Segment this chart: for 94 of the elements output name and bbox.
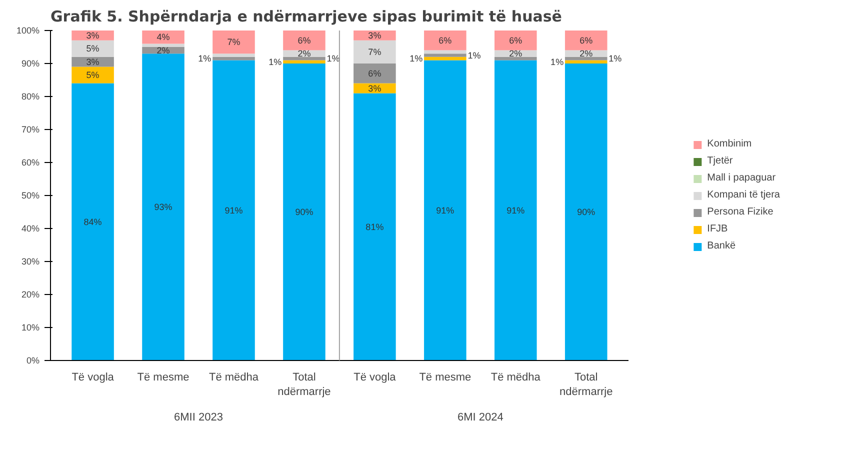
data-label: 3% bbox=[368, 30, 382, 40]
legend-label: Kompani të tjera bbox=[707, 190, 780, 200]
bar bbox=[354, 40, 396, 64]
bar bbox=[494, 30, 537, 50]
y-tick-label: 50% bbox=[21, 190, 40, 200]
data-label: 7% bbox=[227, 37, 240, 48]
data-label: 90% bbox=[577, 207, 596, 217]
bar bbox=[564, 56, 608, 60]
data-label: 1% bbox=[550, 56, 564, 67]
data-label: 7% bbox=[368, 46, 382, 57]
x-tick-label: Të mesme bbox=[419, 372, 472, 384]
data-label: 3% bbox=[86, 56, 100, 67]
data-label: 91% bbox=[436, 205, 454, 216]
data-label: 6% bbox=[368, 68, 382, 78]
data-label: 6% bbox=[438, 35, 452, 46]
bar bbox=[72, 40, 114, 57]
legend-label: Tjetër bbox=[707, 156, 733, 166]
x-tick-label: Të vogla bbox=[354, 372, 397, 384]
bar bbox=[564, 64, 608, 360]
data-label: 3% bbox=[86, 30, 100, 40]
bar bbox=[212, 56, 255, 60]
y-tick-label: 90% bbox=[21, 58, 40, 68]
data-label: 93% bbox=[154, 202, 172, 212]
bar bbox=[142, 44, 184, 47]
data-label: 3% bbox=[368, 83, 382, 94]
data-label: 1% bbox=[268, 56, 282, 67]
data-label: 2% bbox=[156, 45, 170, 56]
data-label: 6% bbox=[298, 35, 311, 46]
bar bbox=[72, 66, 114, 84]
data-label: 91% bbox=[224, 205, 243, 216]
bar bbox=[212, 30, 255, 54]
data-label: 6% bbox=[580, 35, 593, 46]
data-label: 1% bbox=[326, 54, 340, 64]
data-label: 5% bbox=[86, 44, 100, 54]
data-label: 6% bbox=[509, 35, 522, 46]
bar bbox=[564, 60, 608, 64]
data-label: 2% bbox=[580, 48, 593, 59]
bar bbox=[354, 64, 396, 84]
bar bbox=[494, 60, 537, 360]
bar bbox=[212, 54, 255, 57]
bar bbox=[283, 56, 326, 60]
x-tick-label: Total ndërmarrje bbox=[560, 372, 613, 398]
legend-label: Mall i papaguar bbox=[707, 172, 776, 184]
legend-label: IFJB bbox=[707, 224, 728, 234]
chart-title: Grafik 5. Shpërndarja e ndërmarrjeve sipas burimit të huasë bbox=[50, 8, 562, 26]
data-label: 5% bbox=[86, 70, 100, 80]
data-label: 91% bbox=[506, 205, 525, 216]
y-tick-label: 40% bbox=[21, 224, 40, 234]
data-label: 84% bbox=[84, 216, 102, 227]
text: 6MII 2023 bbox=[174, 412, 223, 424]
data-label: 1% bbox=[410, 54, 423, 64]
bar bbox=[424, 30, 466, 50]
data-label: 81% bbox=[366, 222, 384, 232]
x-tick-label: Të mesme bbox=[137, 372, 190, 384]
y-tick-label: 100% bbox=[16, 26, 40, 36]
data-label: 1% bbox=[198, 54, 212, 64]
bar bbox=[424, 50, 466, 54]
data-label: 90% bbox=[295, 207, 314, 217]
y-tick-label: 60% bbox=[21, 158, 40, 168]
legend-label: Kombinim bbox=[707, 138, 752, 150]
bar bbox=[72, 83, 114, 360]
y-tick-label: 80% bbox=[21, 92, 40, 102]
bar bbox=[564, 30, 608, 50]
data-label: 4% bbox=[156, 32, 170, 42]
data-label: 2% bbox=[298, 48, 311, 59]
bar bbox=[283, 64, 326, 360]
bar bbox=[424, 56, 466, 60]
bar bbox=[283, 30, 326, 50]
bar bbox=[354, 93, 396, 360]
legend-label: Persona Fizike bbox=[707, 206, 774, 218]
bar bbox=[72, 30, 114, 40]
y-tick-label: 30% bbox=[21, 256, 40, 266]
bar bbox=[354, 30, 396, 40]
bar bbox=[494, 56, 537, 60]
data-label: 1% bbox=[468, 50, 481, 60]
x-tick-label: Të vogla bbox=[72, 372, 115, 384]
y-tick-label: 10% bbox=[21, 322, 40, 332]
bar bbox=[142, 30, 184, 44]
bar bbox=[424, 60, 466, 360]
bar bbox=[142, 54, 184, 360]
data-label: 2% bbox=[509, 48, 522, 59]
legend-label: Bankë bbox=[707, 240, 736, 252]
bar bbox=[424, 54, 466, 57]
bar bbox=[283, 60, 326, 64]
bar bbox=[212, 60, 255, 360]
y-tick-label: 0% bbox=[26, 356, 40, 366]
x-tick-label: Të mëdha bbox=[208, 372, 260, 384]
text: 6MI 2024 bbox=[457, 412, 504, 424]
y-tick-label: 20% bbox=[21, 290, 40, 300]
y-tick-label: 70% bbox=[21, 124, 40, 134]
x-tick-label: Total ndërmarrje bbox=[278, 372, 331, 398]
data-label: 1% bbox=[608, 54, 622, 64]
x-tick-label: Të mëdha bbox=[490, 372, 542, 384]
bar bbox=[72, 56, 114, 67]
